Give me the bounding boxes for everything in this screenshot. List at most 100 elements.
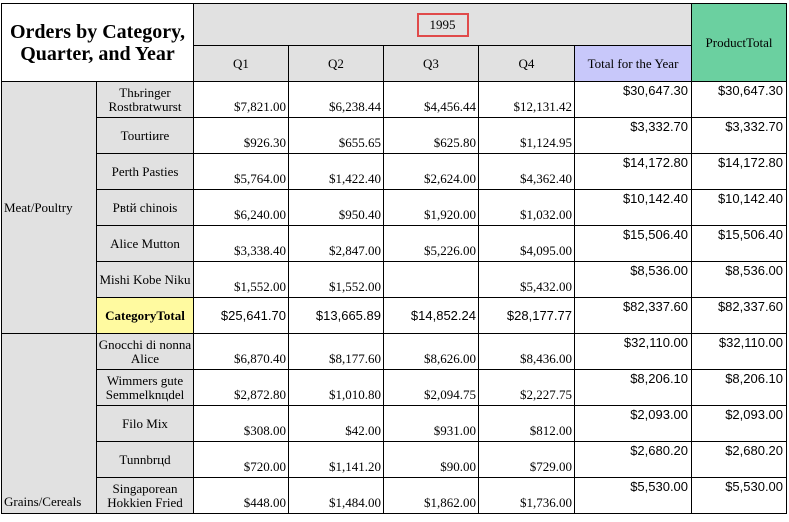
quarter-header-q1: Q1	[193, 45, 289, 82]
quarter-value: $42.00	[288, 405, 384, 442]
table-row: Perth Pasties $5,764.00 $1,422.40 $2,624.00…	[2, 153, 788, 190]
product-total-value: $2,680.20	[691, 441, 788, 478]
table-row: Filo Mix $308.00 $42.00 $931.00 $812.00 $2,09…	[2, 405, 788, 442]
quarter-value: $448.00	[193, 477, 289, 514]
quarter-value: $931.00	[383, 405, 479, 442]
quarter-value: $2,094.75	[383, 369, 479, 406]
quarter-header-q3: Q3	[383, 45, 479, 82]
quarter-value: $4,362.40	[478, 153, 575, 190]
table-row: Tunnbrцd $720.00 $1,141.20 $90.00 $729.00 $2,…	[2, 441, 788, 478]
table-row: Singaporean Hokkien Fried $448.00 $1,484.0…	[2, 477, 788, 514]
pivot-table: Orders by Category, Quarter, and Year 19…	[1, 3, 788, 514]
quarter-value: $729.00	[478, 441, 575, 478]
year-total-value: $30,647.30	[573, 81, 693, 118]
table-row: Tourtiиre $926.30 $655.65 $625.80 $1,124.95 $…	[2, 117, 788, 154]
quarter-value: $1,032.00	[478, 189, 575, 226]
quarter-value: $8,436.00	[478, 333, 575, 370]
product-name: Perth Pasties	[96, 153, 194, 190]
quarter-value: $2,872.80	[193, 369, 289, 406]
year-field-button[interactable]: 1995	[416, 12, 469, 37]
quarter-value: $8,626.00	[383, 333, 479, 370]
quarter-value: $1,552.00	[288, 261, 384, 298]
quarter-value: $1,124.95	[478, 117, 575, 154]
product-total-value: $32,110.00	[691, 333, 788, 370]
quarter-value: $1,141.20	[288, 441, 384, 478]
quarter-value: $8,177.60	[288, 333, 384, 370]
report-title: Orders by Category, Quarter, and Year	[1, 3, 194, 82]
quarter-value: $1,010.80	[288, 369, 384, 406]
quarter-value: $5,432.00	[478, 261, 575, 298]
year-total-value: $15,506.40	[573, 225, 693, 262]
product-total-value: $2,093.00	[691, 405, 788, 442]
quarter-value: $1,920.00	[383, 189, 479, 226]
quarter-value: $4,456.44	[383, 81, 479, 118]
category-label: Grains/Cereals	[1, 333, 97, 514]
quarter-value: $6,870.40	[193, 333, 289, 370]
table-row: Alice Mutton $3,338.40 $2,847.00 $5,226.00 $…	[2, 225, 788, 262]
table-row: Mishi Kobe Niku $1,552.00 $1,552.00 $5,432.…	[2, 261, 788, 298]
product-total-value: $14,172.80	[691, 153, 788, 190]
quarter-value: $1,862.00	[383, 477, 479, 514]
quarter-value: $1,736.00	[478, 477, 575, 514]
table-row: Pвtй chinois $6,240.00 $950.40 $1,920.00 $1,…	[2, 189, 788, 226]
product-total-value: $3,332.70	[691, 117, 788, 154]
table-row: Wimmers gute Semmelknцdel $2,872.80 $1,010…	[2, 369, 788, 406]
quarter-value: $5,764.00	[193, 153, 289, 190]
year-total-value: $2,093.00	[573, 405, 693, 442]
quarter-value: $655.65	[288, 117, 384, 154]
category-total-quarter-value: $28,177.77	[478, 297, 575, 334]
quarter-value: $625.80	[383, 117, 479, 154]
quarter-value: $4,095.00	[478, 225, 575, 262]
product-total-value: $10,142.40	[691, 189, 788, 226]
quarter-value: $3,338.40	[193, 225, 289, 262]
product-total-value: $15,506.40	[691, 225, 788, 262]
product-name: Filo Mix	[96, 405, 194, 442]
quarter-value	[383, 261, 479, 298]
year-total-value: $8,206.10	[573, 369, 693, 406]
product-total-value: $5,530.00	[691, 477, 788, 514]
product-name: Gnocchi di nonna Alice	[96, 333, 194, 370]
quarter-value: $90.00	[383, 441, 479, 478]
category-total-quarter-value: $25,641.70	[193, 297, 289, 334]
category-total-quarter-value: $13,665.89	[288, 297, 384, 334]
quarter-value: $308.00	[193, 405, 289, 442]
category-total-row: CategoryTotal $25,641.70 $13,665.89 $14,852…	[2, 297, 788, 334]
quarter-value: $926.30	[193, 117, 289, 154]
quarter-value: $6,238.44	[288, 81, 384, 118]
quarter-value: $812.00	[478, 405, 575, 442]
year-header: 1995	[192, 3, 693, 46]
product-name: Wimmers gute Semmelknцdel	[96, 369, 194, 406]
quarter-value: $950.40	[288, 189, 384, 226]
year-total-value: $8,536.00	[573, 261, 693, 298]
category-total-label: CategoryTotal	[96, 297, 194, 334]
product-total-value: $30,647.30	[691, 81, 788, 118]
quarter-header-q2: Q2	[288, 45, 384, 82]
product-name: Alice Mutton	[96, 225, 194, 262]
quarter-value: $7,821.00	[193, 81, 289, 118]
product-total-value: $8,206.10	[691, 369, 788, 406]
quarter-value: $5,226.00	[383, 225, 479, 262]
product-name: Tunnbrцd	[96, 441, 194, 478]
quarter-value: $6,240.00	[193, 189, 289, 226]
quarter-value: $1,552.00	[193, 261, 289, 298]
product-name: Tourtiиre	[96, 117, 194, 154]
product-name: Mishi Kobe Niku	[96, 261, 194, 298]
year-total-value: $2,680.20	[573, 441, 693, 478]
product-name: Pвtй chinois	[96, 189, 194, 226]
quarter-value: $1,484.00	[288, 477, 384, 514]
total-for-year-header: Total for the Year	[573, 45, 693, 82]
category-total-quarter-value: $14,852.24	[383, 297, 479, 334]
quarter-value: $2,847.00	[288, 225, 384, 262]
year-total-value: $3,332.70	[573, 117, 693, 154]
quarter-value: $2,624.00	[383, 153, 479, 190]
product-total-header: ProductTotal	[691, 3, 788, 82]
year-total-value: $5,530.00	[573, 477, 693, 514]
category-label: Meat/Poultry	[1, 81, 97, 334]
product-name: Singaporean Hokkien Fried	[96, 477, 194, 514]
year-total-value: $32,110.00	[573, 333, 693, 370]
quarter-value: $12,131.42	[478, 81, 575, 118]
table-row: Meat/Poultry Thьringer Rostbratwurst $7,82…	[1, 81, 788, 334]
year-total-value: $14,172.80	[573, 153, 693, 190]
category-total-product-value: $82,337.60	[691, 297, 788, 334]
quarter-header-q4: Q4	[478, 45, 575, 82]
